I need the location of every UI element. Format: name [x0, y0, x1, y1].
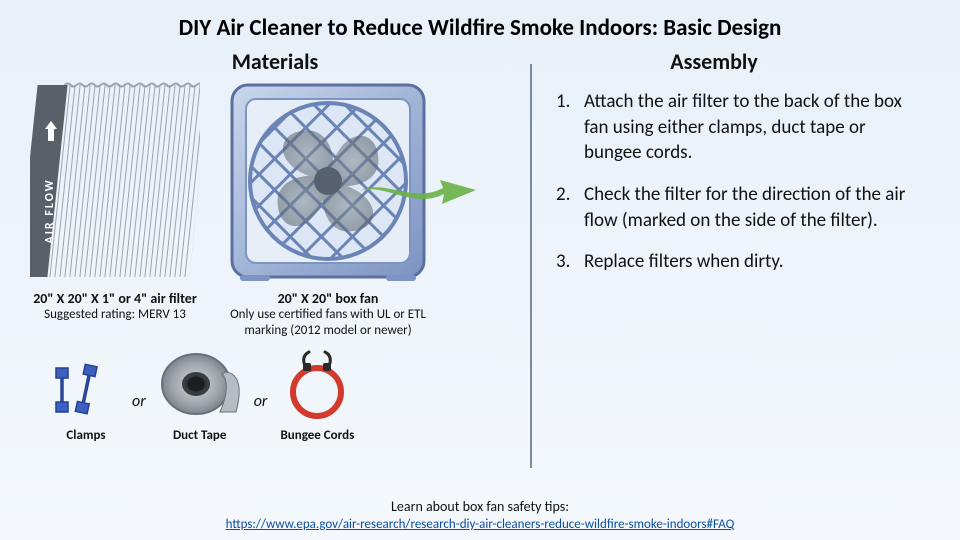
assembly-column: Assembly 1.Attach the air filter to the … — [520, 48, 920, 443]
page-title: DIY Air Cleaner to Reduce Wildfire Smoke… — [0, 0, 960, 42]
footer-link[interactable]: https://www.epa.gov/air-research/researc… — [226, 517, 735, 532]
airflow-label: AIR FLOW — [43, 178, 57, 243]
step-number: 2. — [556, 182, 578, 233]
assembly-step: 3.Replace filters when dirty. — [556, 249, 920, 275]
duct-tape-label: Duct Tape — [156, 428, 244, 443]
materials-row: AIR FLOW 20" X 20" X 1" or 4" air filter… — [30, 81, 520, 340]
filter-sublabel: Suggested rating: MERV 13 — [30, 307, 200, 322]
step-number: 1. — [556, 89, 578, 166]
or-text-1: or — [132, 392, 146, 443]
step-text: Attach the air filter to the back of the… — [584, 89, 920, 166]
column-divider — [530, 64, 532, 468]
clamps-block: Clamps — [50, 360, 122, 443]
step-text: Replace filters when dirty. — [584, 249, 784, 275]
clamps-icon — [50, 360, 122, 420]
bungee-cords-icon — [277, 350, 357, 420]
filter-block: AIR FLOW 20" X 20" X 1" or 4" air filter… — [30, 81, 200, 322]
fan-label: 20" X 20" box fan — [218, 290, 438, 307]
assembly-step: 1.Attach the air filter to the back of t… — [556, 89, 920, 166]
assembly-heading: Assembly — [508, 48, 920, 75]
step-number: 3. — [556, 249, 578, 275]
air-filter-icon: AIR FLOW — [30, 81, 200, 281]
footer-lead: Learn about box fan safety tips: — [391, 498, 569, 515]
bungee-block: Bungee Cords — [277, 350, 357, 443]
assembly-steps: 1.Attach the air filter to the back of t… — [548, 89, 920, 275]
content-area: Materials — [0, 42, 960, 443]
or-text-2: or — [254, 392, 268, 443]
assembly-step: 2.Check the filter for the direction of … — [556, 182, 920, 233]
duct-tape-block: Duct Tape — [156, 350, 244, 443]
airflow-arrow-icon — [358, 176, 478, 206]
materials-heading: Materials — [30, 48, 520, 75]
materials-column: Materials — [30, 48, 520, 443]
bungee-label: Bungee Cords — [277, 428, 357, 443]
duct-tape-icon — [156, 350, 244, 420]
clamps-label: Clamps — [50, 428, 122, 443]
footer: Learn about box fan safety tips: https:/… — [0, 498, 960, 532]
fan-sublabel: Only use certified fans with UL or ETL m… — [218, 307, 438, 340]
step-text: Check the filter for the direction of th… — [584, 182, 920, 233]
fasteners-row: Clamps or Duct Tape or — [30, 350, 520, 443]
filter-label: 20" X 20" X 1" or 4" air filter — [30, 290, 200, 307]
fan-block: 20" X 20" box fan Only use certified fan… — [218, 81, 438, 340]
